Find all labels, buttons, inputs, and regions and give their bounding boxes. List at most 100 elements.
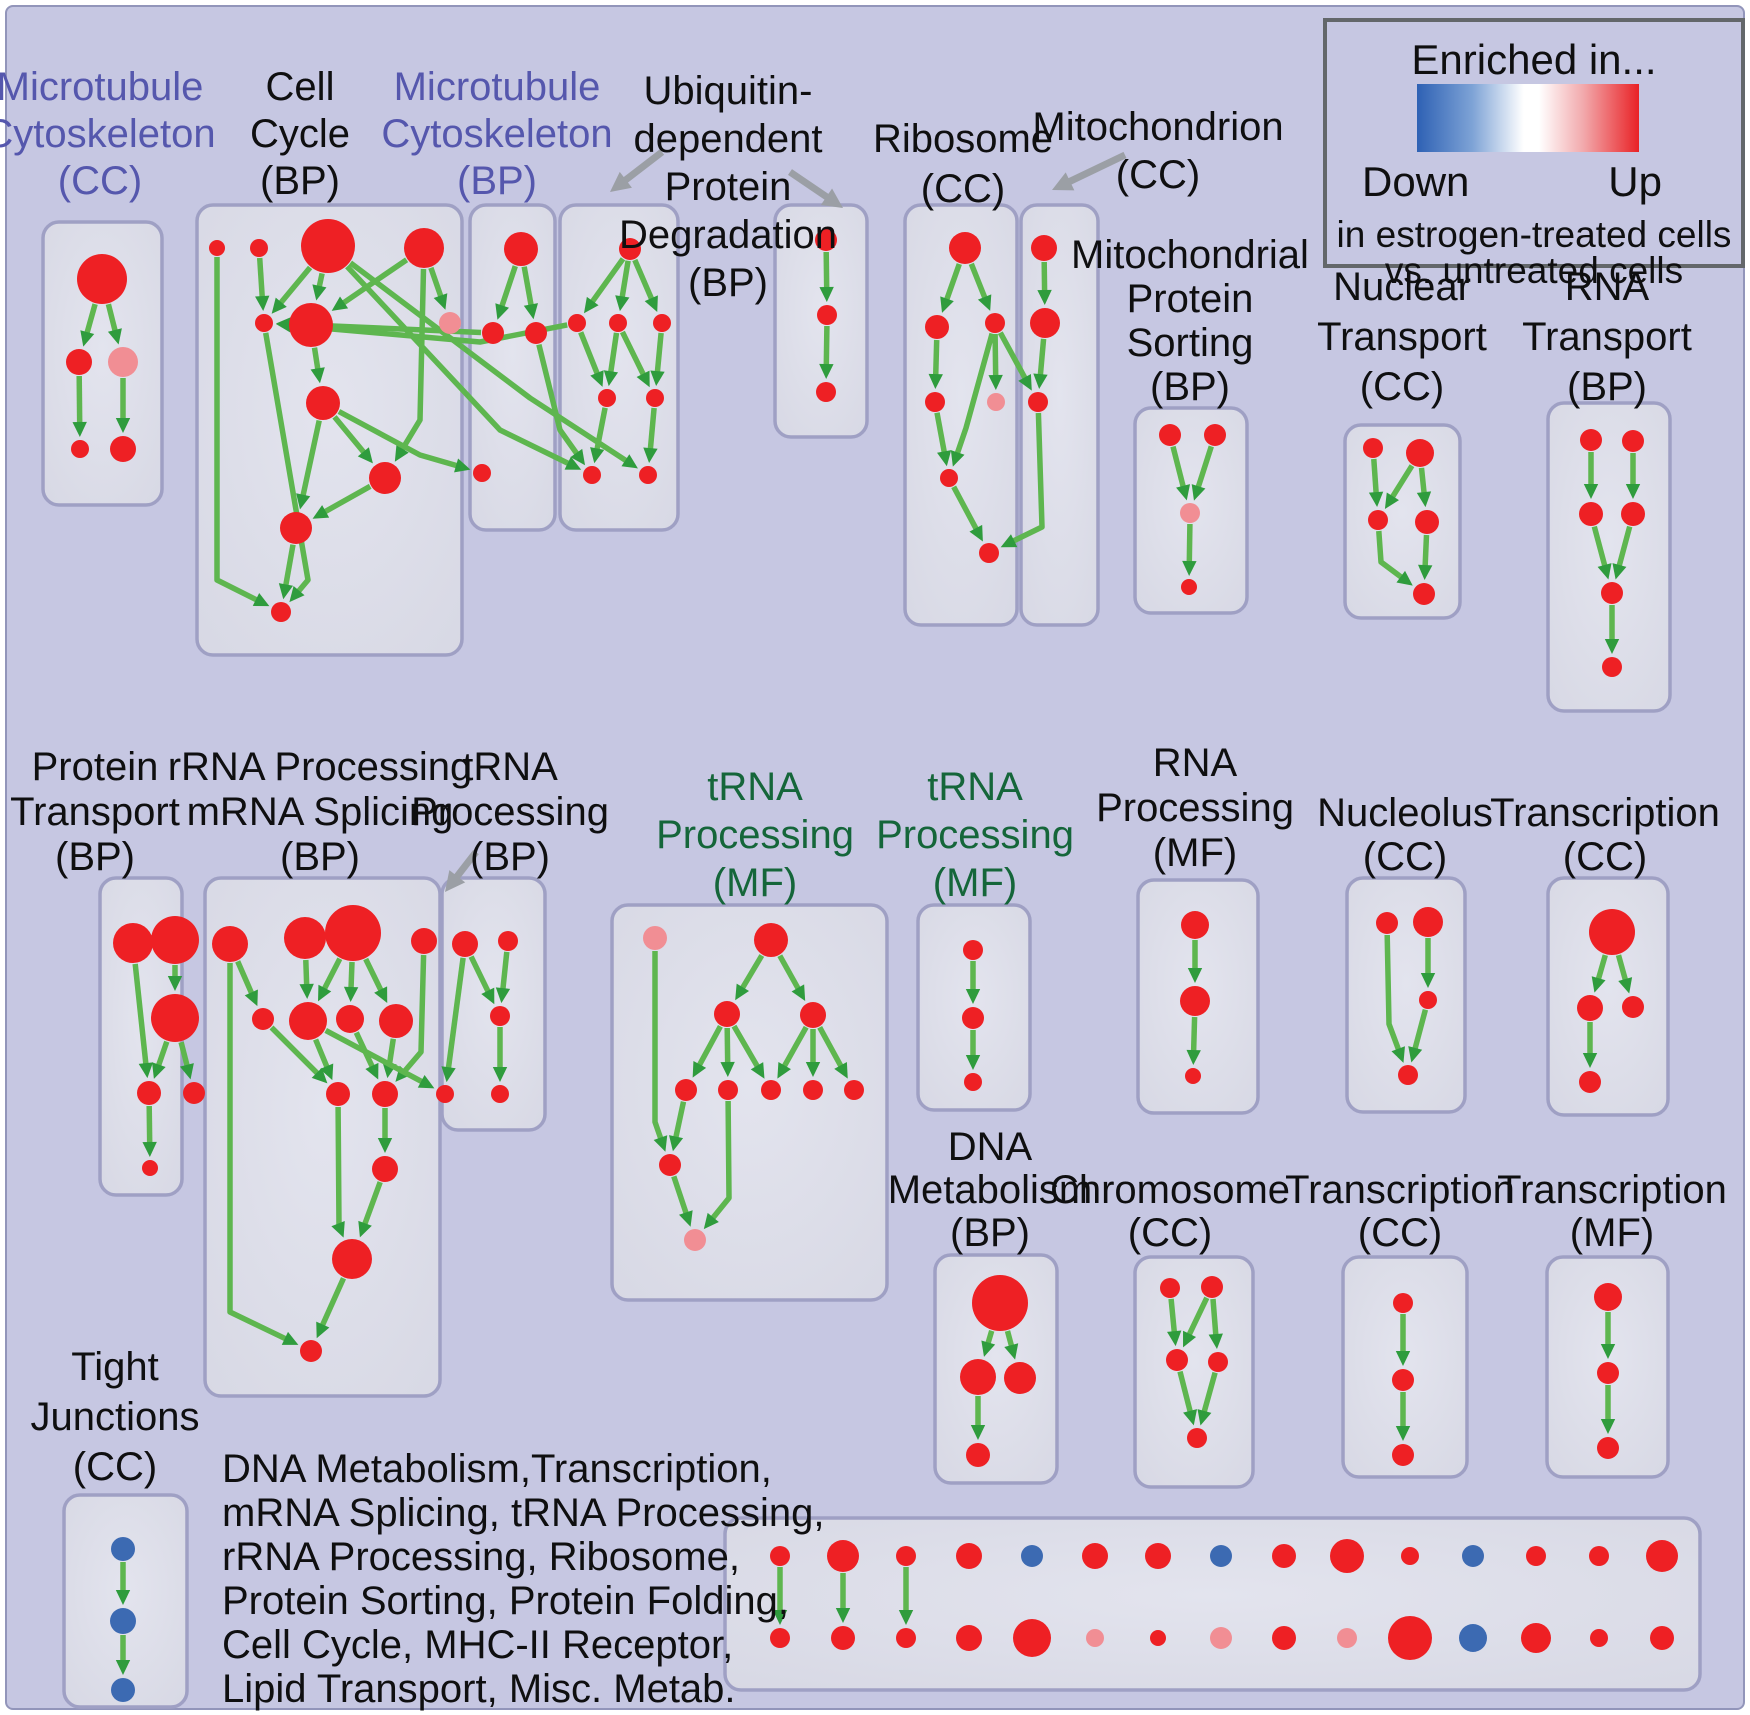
edge-arrowhead-dm2-dl1 — [603, 370, 619, 387]
edge-arrowhead-u1-u2 — [1395, 1351, 1411, 1366]
cluster-box-F — [903, 203, 1019, 627]
legend-title: Enriched in... — [1411, 36, 1657, 83]
node-a5 — [110, 436, 136, 462]
label-mito-protein-sorting-line-1: Mitochondrial — [1071, 233, 1309, 277]
node-q2 — [1413, 907, 1443, 937]
edge-g3-f7 — [1011, 412, 1045, 544]
label-pointer-arrow-4 — [453, 849, 479, 880]
edge-a2-a4 — [76, 375, 83, 425]
node-f3 — [985, 313, 1005, 333]
edge-arrowhead-o1-o2 — [965, 989, 981, 1004]
cluster-box-L — [203, 876, 442, 1398]
edge-arrowhead-f2-f4 — [928, 373, 943, 390]
node-n1 — [452, 931, 478, 957]
edge-d1-dm1 — [589, 257, 626, 305]
label-nuclear-transport-line-2: Transport — [1317, 315, 1487, 359]
node-b3 — [301, 219, 355, 273]
label-pointer-arrow-1 — [622, 149, 665, 184]
edge-r1-r3 — [1615, 954, 1629, 982]
edge-arrowhead-t2-t3 — [1183, 1330, 1197, 1348]
edge-arrowhead-i1-i3 — [1368, 491, 1384, 508]
node-x15b — [1650, 1626, 1674, 1650]
cluster-box-A — [41, 220, 164, 507]
edge-m6-m11 — [709, 1100, 732, 1221]
cluster-box-R — [1546, 876, 1670, 1117]
edge-b3-db1 — [345, 264, 571, 467]
edge-t2-t4 — [1210, 1298, 1219, 1337]
node-v1 — [1594, 1283, 1622, 1311]
node-h1 — [1159, 424, 1181, 446]
edge-arrowhead-p1-p2 — [1187, 968, 1203, 983]
edge-k1-k4 — [132, 963, 149, 1066]
node-b2 — [250, 239, 268, 257]
cluster-box-T — [1133, 1255, 1255, 1489]
edge-e1-e2 — [823, 251, 830, 290]
edge-arrowhead-dm1-dl1 — [590, 370, 604, 387]
node-p1 — [1181, 911, 1209, 939]
label-rna-transport-line-3: (BP) — [1567, 365, 1647, 409]
label-transcription-cc-mid-line-2: (CC) — [1563, 835, 1647, 879]
node-x8b — [1210, 1627, 1232, 1649]
node-b4 — [404, 228, 444, 268]
edge-l3-l8 — [363, 957, 384, 993]
node-l4 — [411, 928, 437, 954]
label-tight-junctions-line-3: (CC) — [73, 1445, 157, 1489]
edge-b7-cb — [337, 409, 459, 469]
node-l12 — [332, 1239, 372, 1279]
label-protein-transport-line-1: Protein — [32, 745, 159, 789]
edge-arrowhead-e2-e3 — [819, 363, 834, 380]
edge-arrowhead-dm3-dl2 — [650, 370, 665, 387]
edge-arrowhead-n1-n3 — [481, 987, 495, 1005]
node-j6 — [1602, 657, 1622, 677]
node-g3 — [1028, 392, 1048, 412]
edge-arrowhead-s2-s4 — [970, 1425, 986, 1440]
edge-arrowhead-g1-g2 — [1037, 289, 1052, 306]
node-l8 — [379, 1004, 413, 1038]
edge-arrowhead-r1-r2 — [1591, 976, 1606, 993]
node-l11 — [372, 1156, 398, 1182]
edge-i2-i4 — [1418, 467, 1427, 495]
edge-b7-b8 — [332, 415, 367, 456]
label-trna-mf-right-line-3: (MF) — [933, 861, 1017, 905]
edge-f1-f3 — [968, 262, 988, 300]
edge-arrowhead-i2-i4 — [1416, 491, 1432, 508]
edge-arrowhead-f3-f6 — [950, 450, 965, 467]
edge-b6-b7 — [311, 347, 321, 371]
edge-arrowhead-l5-l9 — [311, 1067, 328, 1084]
node-l3 — [325, 905, 381, 961]
legend-box: Enriched in... Down Up in estrogen-treat… — [1323, 18, 1745, 291]
node-db1 — [583, 466, 601, 484]
node-r4 — [1579, 1071, 1601, 1093]
node-x12t — [1462, 1545, 1484, 1567]
edge-arrowhead-k1-k4 — [138, 1062, 153, 1079]
edge-arrowhead-o2-o3 — [965, 1055, 981, 1070]
node-x14t — [1589, 1546, 1609, 1566]
node-s1 — [972, 1275, 1028, 1331]
node-m5 — [675, 1079, 697, 1101]
edge-h3-h4 — [1186, 523, 1193, 564]
node-p3 — [1185, 1068, 1201, 1084]
edge-m3-m5 — [696, 1024, 723, 1068]
edge-arrowhead-l1-l5 — [244, 989, 258, 1007]
node-x13t — [1526, 1546, 1546, 1566]
label-dna-metabolism-line-2: Metabolism — [888, 1168, 1093, 1212]
edge-b7-b9 — [300, 420, 322, 498]
node-j5 — [1601, 582, 1623, 604]
edge-arrowhead-f1-f2 — [940, 296, 954, 313]
edge-arrowhead-q3-q4 — [1408, 1046, 1423, 1063]
label-microtubule-bp-line-2: Cytoskeleton — [381, 112, 612, 156]
edge-arrowhead-l7-l10 — [365, 1062, 379, 1080]
node-e2 — [817, 305, 837, 325]
node-x7t — [1145, 1543, 1171, 1569]
label-tight-junctions-line-1: Tight — [71, 1345, 158, 1389]
node-dm2 — [609, 314, 627, 332]
edge-c1-cm1 — [498, 265, 518, 309]
label-trna-mf-left-line-1: tRNA — [707, 765, 803, 809]
edge-f4-f6 — [934, 412, 948, 454]
node-n4 — [436, 1085, 454, 1103]
node-n2 — [498, 931, 518, 951]
label-trna-mf-right-line-2: Processing — [876, 813, 1074, 857]
edge-dm1-dl1 — [578, 331, 601, 376]
node-m11 — [684, 1229, 706, 1251]
